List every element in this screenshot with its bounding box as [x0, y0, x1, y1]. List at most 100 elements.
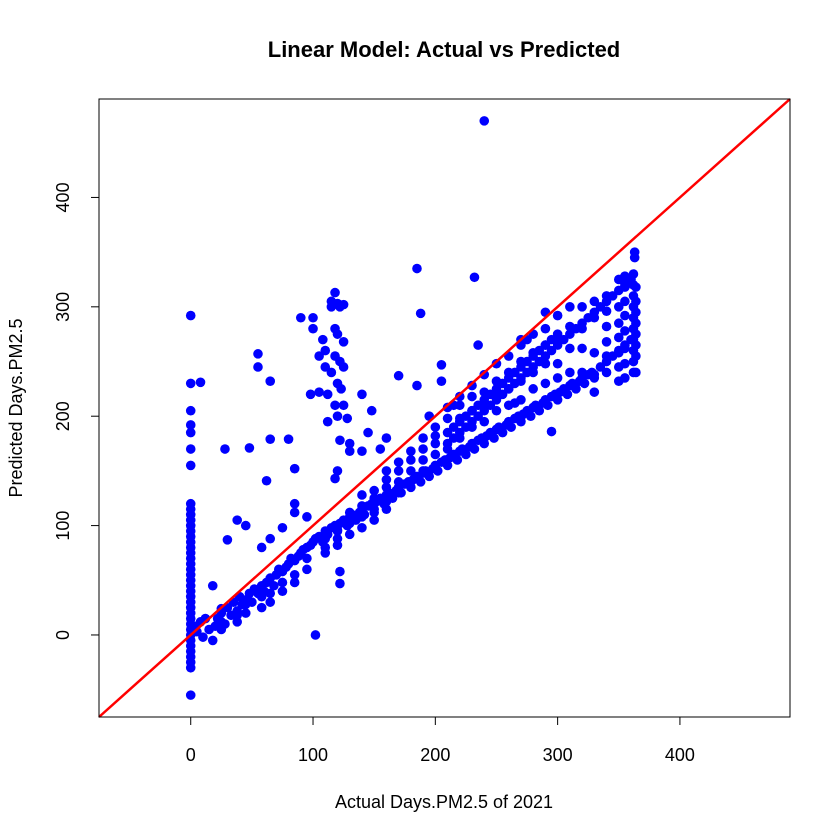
- data-point: [631, 351, 641, 361]
- data-point: [479, 369, 490, 380]
- data-point: [335, 578, 345, 589]
- data-point: [620, 326, 630, 336]
- data-point: [185, 420, 196, 430]
- data-point: [253, 362, 263, 372]
- data-point: [565, 329, 575, 339]
- x-tick-label: 400: [665, 745, 695, 765]
- data-point: [552, 334, 563, 345]
- data-point: [601, 367, 612, 378]
- data-point: [479, 438, 490, 449]
- data-point: [289, 498, 300, 509]
- data-point: [220, 444, 230, 454]
- data-point: [552, 373, 563, 383]
- data-point: [491, 389, 502, 400]
- data-point: [540, 340, 551, 350]
- data-point: [418, 433, 428, 443]
- data-point: [369, 515, 379, 525]
- data-point: [256, 591, 267, 602]
- data-point: [631, 282, 641, 292]
- data-point: [467, 422, 477, 432]
- data-point: [534, 405, 545, 416]
- data-point: [295, 312, 306, 323]
- data-point: [381, 433, 392, 443]
- data-point: [308, 323, 318, 334]
- data-point: [525, 411, 536, 422]
- data-point: [207, 580, 218, 591]
- data-point: [620, 296, 630, 307]
- data-point: [601, 306, 612, 316]
- data-point: [454, 400, 465, 411]
- data-point: [418, 466, 428, 476]
- data-point: [269, 580, 279, 591]
- data-point: [589, 312, 600, 323]
- data-point: [620, 282, 630, 292]
- data-point: [320, 542, 331, 553]
- data-point: [277, 522, 288, 533]
- data-point: [240, 520, 251, 531]
- data-point: [430, 422, 441, 432]
- data-point: [516, 376, 526, 387]
- data-point: [381, 466, 392, 476]
- data-point: [565, 302, 575, 312]
- data-point: [613, 302, 624, 312]
- data-point: [540, 378, 551, 389]
- data-point: [552, 394, 563, 405]
- data-point: [589, 347, 600, 358]
- data-point: [265, 597, 276, 607]
- data-point: [320, 345, 331, 356]
- data-point: [393, 477, 404, 487]
- data-point: [452, 455, 463, 465]
- data-point: [613, 318, 624, 329]
- data-point: [546, 426, 557, 437]
- data-point: [310, 630, 321, 640]
- data-point: [629, 247, 640, 257]
- data-point: [631, 340, 641, 350]
- data-point: [344, 446, 355, 457]
- data-point: [265, 533, 276, 544]
- x-tick-label: 300: [543, 745, 573, 765]
- data-point: [540, 323, 551, 334]
- data-point: [613, 332, 624, 343]
- data-point: [342, 413, 353, 424]
- data-point: [436, 376, 447, 387]
- data-point: [562, 389, 573, 400]
- data-point: [185, 378, 196, 389]
- data-point: [442, 413, 453, 424]
- data-point: [601, 337, 612, 347]
- data-point: [357, 490, 367, 500]
- data-point: [366, 405, 377, 416]
- data-point: [332, 411, 343, 422]
- data-point: [302, 564, 312, 575]
- y-axis: 0 100 200 300 400: [53, 182, 100, 640]
- data-point: [613, 347, 624, 358]
- data-point: [430, 431, 441, 441]
- data-point: [326, 367, 337, 378]
- data-point: [631, 329, 641, 339]
- data-point: [185, 427, 196, 438]
- data-point: [308, 312, 318, 323]
- data-point: [516, 356, 526, 367]
- data-point: [595, 362, 606, 372]
- y-tick-label: 400: [53, 182, 73, 212]
- data-point: [393, 457, 404, 467]
- data-point: [338, 400, 349, 411]
- y-axis-label: Predicted Days.PM2.5: [6, 318, 26, 497]
- data-point: [332, 533, 343, 544]
- data-point: [357, 501, 367, 511]
- data-point: [320, 533, 331, 544]
- data-point: [253, 349, 263, 359]
- data-point: [406, 466, 416, 476]
- data-point: [322, 416, 333, 427]
- data-point: [277, 586, 288, 597]
- data-point: [631, 307, 641, 318]
- data-point: [479, 400, 490, 411]
- data-point: [393, 487, 404, 498]
- data-point: [185, 405, 196, 416]
- data-point: [289, 463, 300, 474]
- data-point: [543, 400, 553, 411]
- data-point: [406, 446, 416, 457]
- data-point: [283, 434, 294, 444]
- data-point: [261, 475, 272, 486]
- data-point: [503, 367, 514, 378]
